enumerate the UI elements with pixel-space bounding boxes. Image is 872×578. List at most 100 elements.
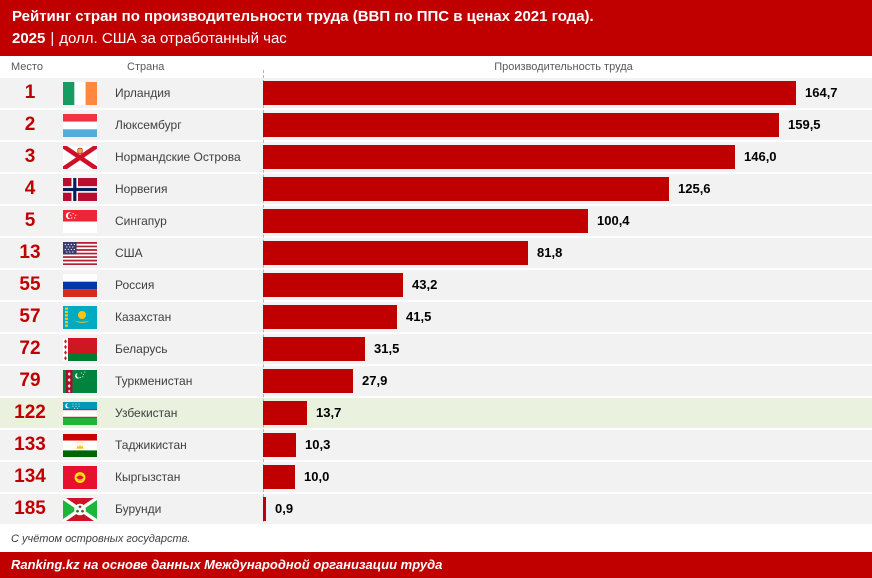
country-name: Ирландия	[115, 86, 171, 100]
country-name: Туркменистан	[115, 374, 193, 388]
rank-value: 122	[14, 402, 46, 423]
bar-zone: 159,5	[263, 110, 872, 140]
column-header-country: Страна	[127, 61, 165, 73]
table-row: 4 Норвегия 125,6	[0, 174, 872, 204]
table-row: 133 Таджикистан 10,3	[0, 430, 872, 460]
country-name: Таджикистан	[115, 438, 187, 452]
value-label: 81,8	[537, 245, 563, 260]
flag-norway-icon	[63, 177, 97, 201]
bar-zone: 31,5	[263, 334, 872, 364]
value-bar	[263, 433, 296, 457]
source-bar: Ranking.kz на основе данных Международно…	[0, 552, 872, 578]
country-name: Норвегия	[115, 182, 168, 196]
value-bar	[263, 113, 779, 137]
flag-jersey-icon	[63, 145, 97, 169]
country-name: Люксембург	[115, 118, 182, 132]
value-bar	[263, 497, 266, 521]
flag-uzbekistan-icon	[63, 401, 97, 425]
country-name: Нормандские Острова	[115, 150, 241, 164]
value-label: 13,7	[316, 405, 342, 420]
chart-subtitle: 2025 | долл. США за отработанный час	[12, 28, 860, 50]
subtitle-separator: |	[50, 30, 55, 47]
table-row: 13 США 81,8	[0, 238, 872, 268]
value-label: 100,4	[597, 213, 630, 228]
rank-value: 133	[14, 434, 46, 455]
country-name: США	[115, 246, 143, 260]
value-bar	[263, 81, 796, 105]
value-label: 41,5	[406, 309, 432, 324]
bar-zone: 81,8	[263, 238, 872, 268]
column-headers: Место Страна Производительность труда	[0, 56, 872, 78]
value-label: 10,3	[305, 437, 331, 452]
value-label: 10,0	[304, 469, 330, 484]
bar-zone: 27,9	[263, 366, 872, 396]
value-label: 125,6	[678, 181, 711, 196]
header: Рейтинг стран по производительности труд…	[0, 0, 872, 56]
rank-value: 55	[19, 274, 41, 295]
bar-zone: 10,3	[263, 430, 872, 460]
bar-zone: 0,9	[263, 494, 872, 524]
value-bar	[263, 273, 403, 297]
bar-zone: 43,2	[263, 270, 872, 300]
value-label: 0,9	[275, 501, 294, 516]
bar-zone: 100,4	[263, 206, 872, 236]
chart-year: 2025	[12, 30, 46, 47]
value-bar	[263, 465, 295, 489]
value-bar	[263, 209, 588, 233]
bar-zone: 164,7	[263, 78, 872, 108]
rank-value: 1	[24, 82, 36, 103]
bar-chart-rows: 1 Ирландия 164,7 2 Люксембург 159,5 3 Нормандск…	[0, 70, 872, 524]
table-row: 72 Беларусь 31,5	[0, 334, 872, 364]
flag-ireland-icon	[63, 81, 97, 105]
bar-zone: 10,0	[263, 462, 872, 492]
rank-value: 79	[19, 370, 41, 391]
chart-title: Рейтинг стран по производительности труд…	[12, 8, 594, 25]
table-row: 134 Кыргызстан 10,0	[0, 462, 872, 492]
rank-value: 185	[14, 498, 46, 519]
country-name: Бурунди	[115, 502, 162, 516]
value-bar	[263, 145, 735, 169]
flag-turkmenistan-icon	[63, 369, 97, 393]
table-row: 2 Люксембург 159,5	[0, 110, 872, 140]
country-name: Беларусь	[115, 342, 168, 356]
country-name: Сингапур	[115, 214, 167, 228]
flag-belarus-icon	[63, 337, 97, 361]
country-name: Узбекистан	[115, 406, 178, 420]
value-label: 27,9	[362, 373, 388, 388]
flag-singapore-icon	[63, 209, 97, 233]
bar-zone: 41,5	[263, 302, 872, 332]
value-label: 164,7	[805, 85, 838, 100]
rank-value: 5	[24, 210, 36, 231]
country-name: Казахстан	[115, 310, 172, 324]
value-label: 159,5	[788, 117, 821, 132]
column-header-rank: Место	[11, 61, 43, 73]
value-bar	[263, 337, 365, 361]
column-header-value: Производительность труда	[494, 61, 633, 73]
table-row: 185 Бурунди 0,9	[0, 494, 872, 524]
rank-value: 72	[19, 338, 41, 359]
flag-russia-icon	[63, 273, 97, 297]
table-row: 55 Россия 43,2	[0, 270, 872, 300]
value-bar	[263, 305, 397, 329]
bar-zone: 146,0	[263, 142, 872, 172]
table-row: 122 Узбекистан 13,7	[0, 398, 872, 428]
value-label: 31,5	[374, 341, 400, 356]
rank-value: 57	[19, 306, 41, 327]
value-label: 43,2	[412, 277, 438, 292]
rank-value: 13	[19, 242, 41, 263]
flag-burundi-icon	[63, 497, 97, 521]
rank-value: 4	[24, 178, 36, 199]
table-row: 79 Туркменистан 27,9	[0, 366, 872, 396]
footnote: С учётом островных государств.	[11, 533, 191, 545]
rank-value: 3	[24, 146, 36, 167]
value-bar	[263, 241, 528, 265]
value-bar	[263, 369, 353, 393]
table-row: 3 Нормандские Острова 146,0	[0, 142, 872, 172]
flag-usa-icon	[63, 241, 97, 265]
table-row: 57 Казахстан 41,5	[0, 302, 872, 332]
value-bar	[263, 177, 669, 201]
chart-unit: долл. США за отработанный час	[59, 30, 287, 47]
rank-value: 134	[14, 466, 46, 487]
country-name: Россия	[115, 278, 155, 292]
